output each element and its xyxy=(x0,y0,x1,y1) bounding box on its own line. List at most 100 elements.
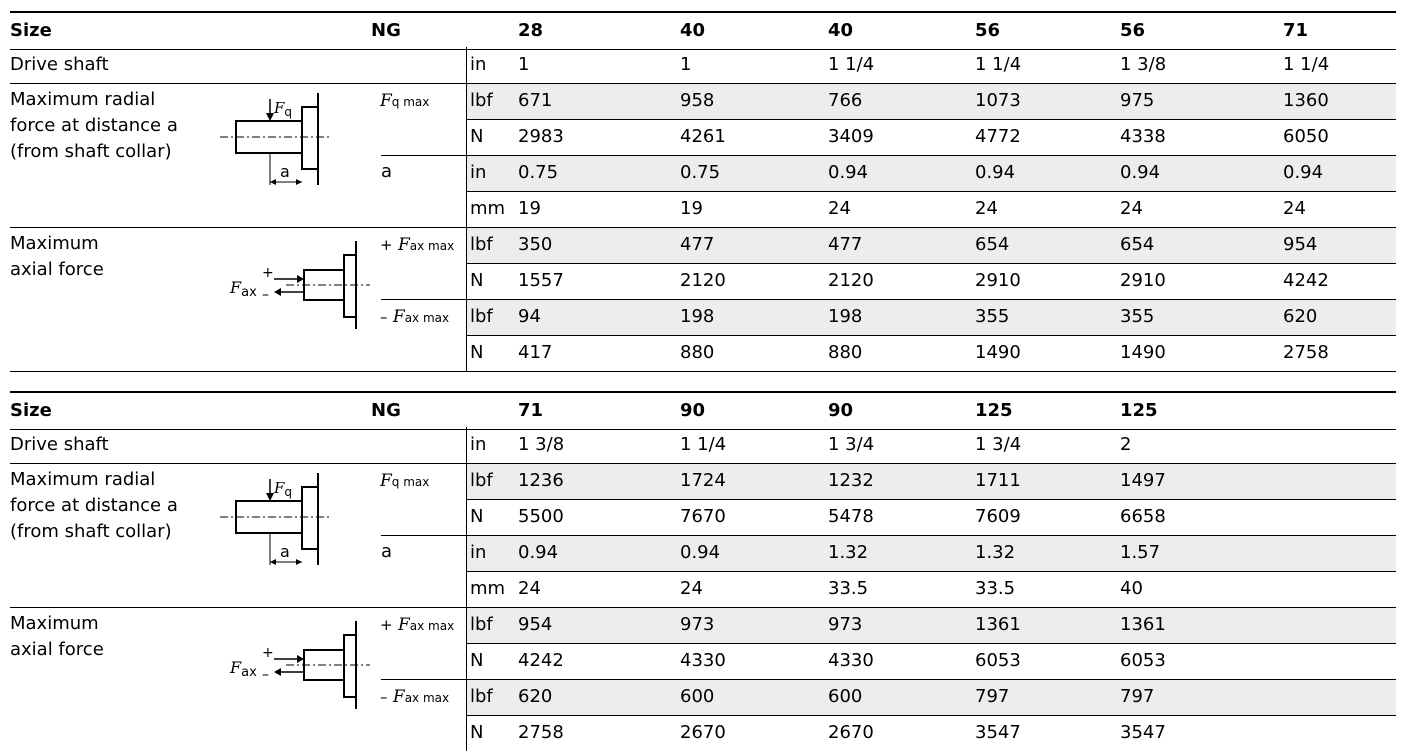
radial-force-diagram: Fq a xyxy=(220,473,332,565)
axial-force-label: Fax xyxy=(229,658,257,680)
row-separator xyxy=(466,335,1396,336)
param-subscript: q max xyxy=(391,475,430,489)
value-cell: 4772 xyxy=(975,126,1021,147)
a-parameter: a xyxy=(381,541,393,562)
value-cell: 2910 xyxy=(1120,270,1166,291)
value-cell: 2120 xyxy=(680,270,726,291)
spec-table: Size NG 28 40 40 56 56 71 Drive shaft in 1 1 1 1/4 1 … xyxy=(10,11,1396,372)
param-prefix: + xyxy=(380,616,393,634)
value-cell: 24 xyxy=(518,578,541,599)
header-size-value: 71 xyxy=(1283,20,1309,41)
value-cell: 6050 xyxy=(1283,126,1329,147)
description-line: axial force xyxy=(10,639,104,660)
drive-shaft-label: Drive shaft xyxy=(10,54,109,75)
table-row: lbf 94 198 198 355 355 620 xyxy=(10,299,1396,335)
header-size: Size xyxy=(10,400,52,421)
value-cell: 620 xyxy=(518,686,553,707)
row-separator xyxy=(381,155,1396,156)
header-size-value: 125 xyxy=(975,400,1013,421)
header-size-value: 40 xyxy=(680,20,706,41)
value-cell: 198 xyxy=(828,306,863,327)
axial-minus-sign: – xyxy=(262,667,269,683)
table-row: N 417 880 880 1490 1490 2758 xyxy=(10,335,1396,371)
value-cell: 973 xyxy=(828,614,863,635)
value-cell: 4330 xyxy=(680,650,726,671)
table-row: mm 24 24 33.5 33.5 40 xyxy=(10,571,1396,607)
table-header-row: Size NG 28 40 40 56 56 71 xyxy=(10,11,1396,50)
spec-table: Size NG 71 90 90 125 125 Drive shaft in 1 3/8 1 1/… xyxy=(10,391,1396,751)
description-line: Maximum xyxy=(10,233,99,254)
header-size-value: 90 xyxy=(828,400,854,421)
value-cell: 24 xyxy=(1283,198,1306,219)
radial-force-label: Fq xyxy=(273,479,292,499)
value-cell: 40 xyxy=(1120,578,1143,599)
value-cell: 477 xyxy=(828,234,863,255)
value-cell: 417 xyxy=(518,342,553,363)
axial-force-diagram: Fax + – xyxy=(229,241,370,329)
row-separator xyxy=(466,643,1396,644)
table-header-row: Size NG 71 90 90 125 125 xyxy=(10,391,1396,430)
value-cell: 1 3/4 xyxy=(828,434,875,455)
value-cell: 33.5 xyxy=(828,578,869,599)
value-cell: 4242 xyxy=(1283,270,1329,291)
row-shading xyxy=(466,607,1396,643)
value-cell: 600 xyxy=(828,686,863,707)
param-symbol: F xyxy=(392,687,405,707)
value-cell: 1 3/8 xyxy=(1120,54,1167,75)
value-cell: 7670 xyxy=(680,506,726,527)
row-shading xyxy=(466,535,1396,571)
param-symbol: F xyxy=(397,615,410,635)
value-cell: 19 xyxy=(518,198,541,219)
value-cell: 4338 xyxy=(1120,126,1166,147)
value-cell: 1 1/4 xyxy=(1283,54,1330,75)
row-shading xyxy=(466,679,1396,715)
row-separator xyxy=(466,499,1396,500)
description-line: force at distance a xyxy=(10,115,178,136)
axial-force-label: Fax xyxy=(229,278,257,300)
description-line: force at distance a xyxy=(10,495,178,516)
row-shading xyxy=(466,463,1396,499)
unit-label: N xyxy=(470,270,484,291)
row-separator xyxy=(466,715,1396,716)
table-row: in 0.75 0.75 0.94 0.94 0.94 0.94 xyxy=(10,155,1396,191)
row-separator xyxy=(10,227,1396,228)
row-separator xyxy=(381,299,1396,300)
value-cell: 1361 xyxy=(975,614,1021,635)
value-cell: 477 xyxy=(680,234,715,255)
unit-column-separator xyxy=(466,47,467,371)
value-cell: 94 xyxy=(518,306,541,327)
description-line: Maximum xyxy=(10,613,99,634)
table-row: mm 19 19 24 24 24 24 xyxy=(10,191,1396,227)
value-cell: 6053 xyxy=(1120,650,1166,671)
row-separator xyxy=(466,191,1396,192)
value-cell: 2910 xyxy=(975,270,1021,291)
value-cell: 1724 xyxy=(680,470,726,491)
axial-minus-sign: – xyxy=(262,287,269,303)
description-line: Maximum radial xyxy=(10,469,156,490)
value-cell: 6053 xyxy=(975,650,1021,671)
unit-label: lbf xyxy=(470,306,493,327)
value-cell: 1232 xyxy=(828,470,874,491)
value-cell: 1490 xyxy=(975,342,1021,363)
radial-force-label: Fq xyxy=(273,99,292,119)
distance-label: a xyxy=(280,162,290,181)
value-cell: 4242 xyxy=(518,650,564,671)
table-row: N 4242 4330 4330 6053 6053 xyxy=(10,643,1396,679)
param-subscript: ax max xyxy=(409,239,455,253)
value-cell: 1.32 xyxy=(828,542,869,563)
minus-fax-max-parameter: – Fax max xyxy=(380,307,449,327)
table-row: in 0.94 0.94 1.32 1.32 1.57 xyxy=(10,535,1396,571)
value-cell: 3547 xyxy=(1120,722,1166,743)
table-row: Drive shaft in 1 1 1 1/4 1 1/4 1 3/8 1 1/4 xyxy=(10,47,1396,83)
value-cell: 1 1/4 xyxy=(680,434,727,455)
plus-fax-max-parameter: + Fax max xyxy=(380,235,454,255)
radial-force-diagram: Fq a xyxy=(220,93,332,185)
fq-max-parameter: Fq max xyxy=(380,91,429,111)
value-cell: 797 xyxy=(1120,686,1155,707)
value-cell: 973 xyxy=(680,614,715,635)
table-row: lbf 954 973 973 1361 1361 xyxy=(10,607,1396,643)
unit-label: lbf xyxy=(470,686,493,707)
header-ng: NG xyxy=(371,20,401,41)
value-cell: 3409 xyxy=(828,126,874,147)
value-cell: 198 xyxy=(680,306,715,327)
